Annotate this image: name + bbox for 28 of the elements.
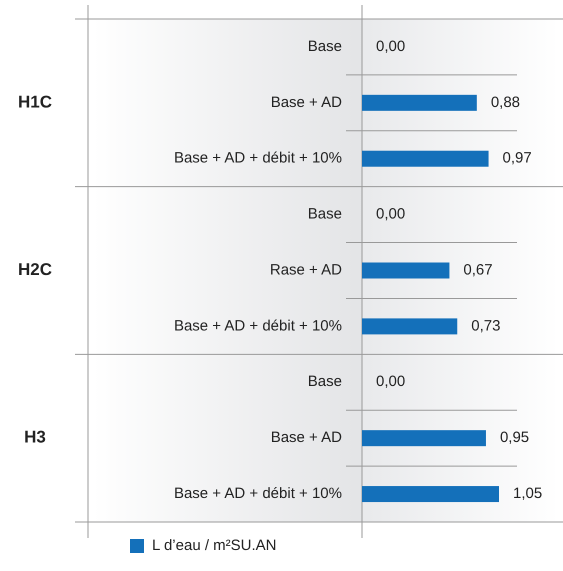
y-tick-label: Base: [308, 206, 342, 223]
data-label: 0,00: [376, 373, 406, 390]
data-label: 0,67: [463, 261, 493, 278]
data-label: 0,88: [490, 94, 520, 111]
bar: [362, 486, 499, 502]
text: H1C: [18, 92, 52, 112]
y-tick-label: Base + AD: [270, 429, 342, 446]
legend-label: L d’eau / m²SU.AN: [152, 536, 276, 554]
bar: [362, 430, 486, 446]
y-tick-label: Base + AD + débit + 10%: [174, 150, 342, 167]
data-label: 0,73: [471, 317, 500, 334]
data-label: 0,00: [376, 206, 406, 223]
y-tick-label: Base: [308, 38, 342, 55]
y-tick-label: Base + AD + débit + 10%: [174, 485, 342, 502]
data-label: 1,05: [513, 485, 542, 502]
y-tick-label: Base + AD: [270, 94, 342, 111]
y-tick-label: Rase + AD: [270, 261, 342, 278]
bar: [362, 94, 477, 111]
bar: [362, 150, 489, 167]
bar: [362, 262, 450, 278]
bar: [362, 318, 458, 334]
y-tick-label: Base + AD + débit + 10%: [174, 317, 342, 334]
data-label: 0,00: [376, 38, 406, 55]
text: H3: [24, 428, 46, 447]
text: H2C: [18, 260, 52, 279]
y-tick-label: Base: [308, 373, 342, 390]
data-label: 0,95: [500, 429, 530, 446]
data-label: 0,97: [502, 150, 532, 167]
